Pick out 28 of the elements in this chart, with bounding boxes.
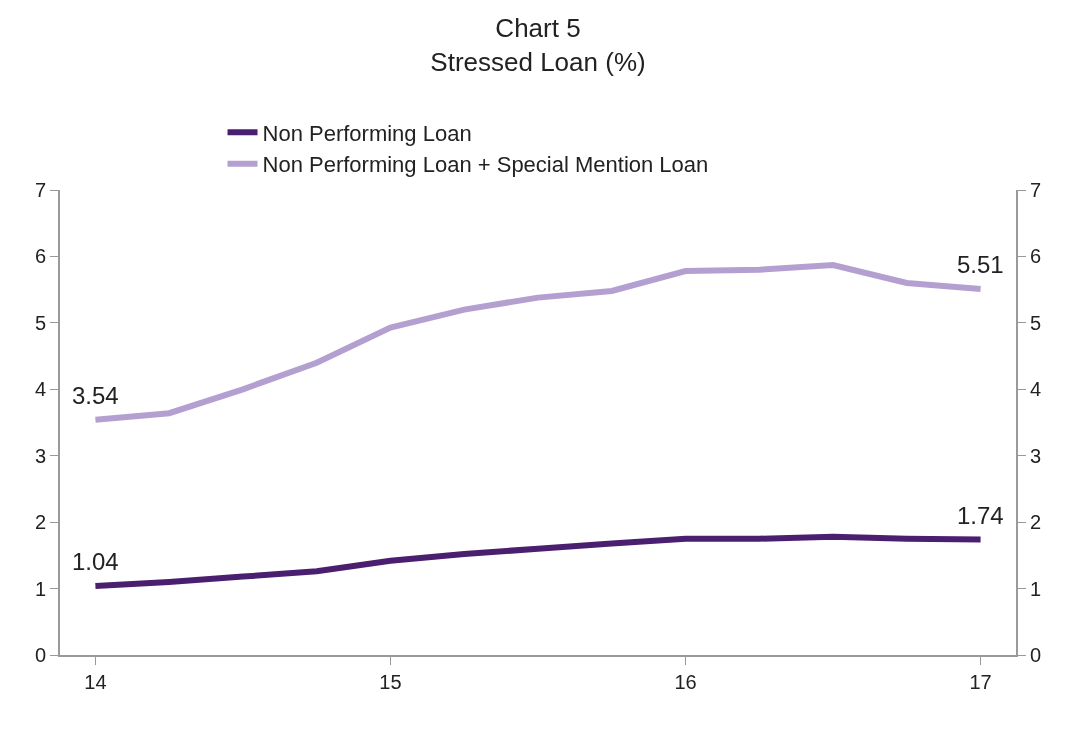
y-tick-label: 6 (34, 245, 46, 268)
y-tick-label: 4 (34, 378, 46, 401)
x-tick-label: 17 (969, 671, 992, 693)
data-label: 1.04 (72, 548, 119, 575)
y-tick-label: 1 (34, 577, 46, 600)
x-tick-label: 16 (674, 671, 697, 693)
y2-tick-label: 2 (1030, 511, 1042, 534)
data-label: 5.51 (957, 251, 1004, 278)
chart-title: Chart 5 (495, 12, 581, 43)
y2-tick-label: 1 (1030, 577, 1042, 600)
x-tick-label: 14 (84, 671, 107, 693)
y2-tick-label: 6 (1030, 245, 1042, 268)
y2-tick-label: 0 (1030, 644, 1042, 666)
legend-label: Non Performing Loan (262, 120, 472, 146)
y2-tick-label: 3 (1030, 444, 1042, 467)
y2-tick-label: 5 (1030, 311, 1042, 334)
x-tick-label: 15 (379, 671, 402, 693)
chart-subtitle: Stressed Loan (%) (430, 46, 646, 77)
y-tick-label: 3 (34, 444, 46, 467)
y2-tick-label: 7 (1030, 179, 1042, 201)
y-tick-label: 2 (34, 511, 46, 534)
y-tick-label: 5 (34, 311, 46, 334)
y2-tick-label: 4 (1030, 378, 1042, 401)
y-tick-label: 0 (34, 644, 46, 666)
y-tick-label: 7 (34, 179, 46, 201)
legend-label: Non Performing Loan + Special Mention Loan (262, 152, 709, 178)
data-label: 3.54 (72, 382, 119, 409)
data-label: 1.74 (957, 502, 1004, 529)
